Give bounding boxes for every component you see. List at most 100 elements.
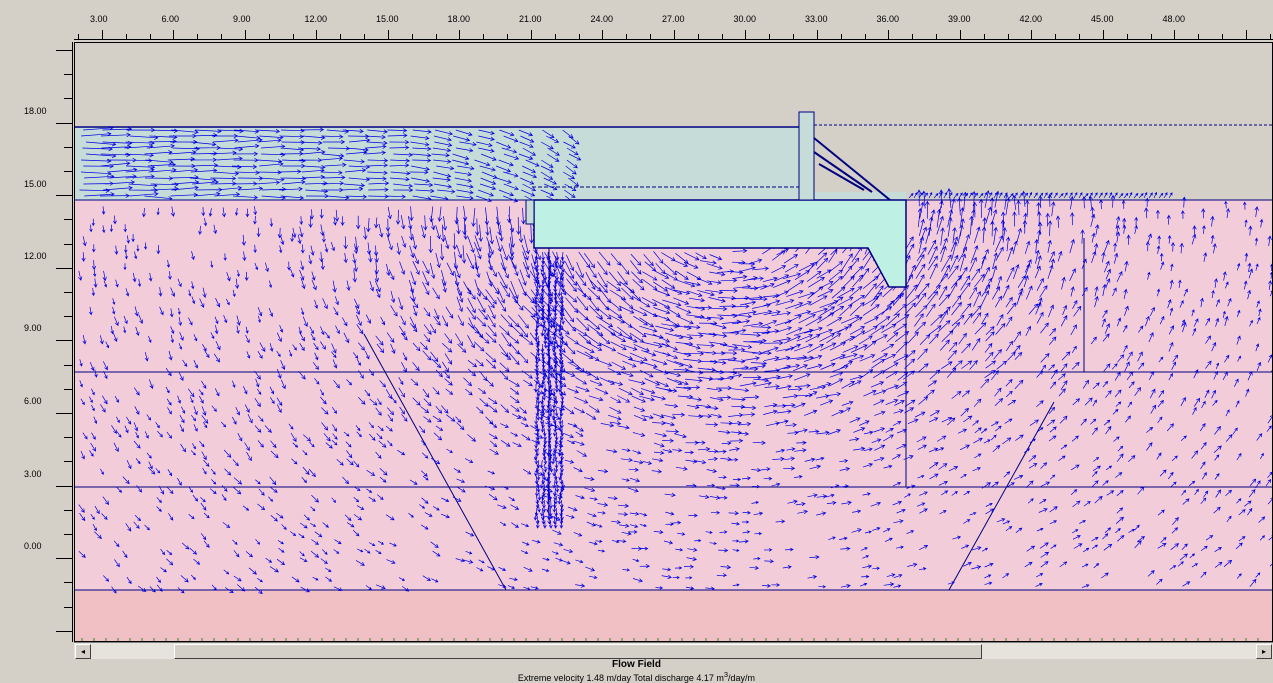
soil-upper-layer [74, 200, 1273, 590]
x-tick-mark [793, 34, 794, 39]
y-tick-mark [64, 316, 72, 318]
x-tick-mark [912, 34, 914, 39]
x-tick-mark [387, 30, 389, 39]
sheet-pile [525, 199, 535, 225]
y-tick-label: 0.00 [24, 541, 42, 551]
velocity-vector-paths [78, 125, 1273, 595]
x-tick-label: 6.00 [161, 14, 180, 24]
x-tick-mark [840, 34, 842, 39]
footer-stats: Extreme velocity 1.48 m/day Total discha… [0, 670, 1273, 683]
scroll-left-arrow-icon[interactable]: ◂ [75, 644, 91, 659]
y-tick-mark [56, 485, 72, 487]
x-tick-mark [483, 34, 485, 39]
x-tick-mark [1269, 34, 1271, 39]
x-tick-mark [292, 34, 294, 39]
x-tick-mark [268, 34, 270, 39]
x-tick-label: 30.00 [733, 14, 757, 24]
scrollbar-thumb[interactable] [174, 644, 982, 659]
x-tick-label: 27.00 [662, 14, 685, 24]
x-tick-mark [316, 30, 318, 39]
x-tick-mark [1079, 34, 1080, 39]
top-ruler: 3.00 6.00 9.00 12.00 15.00 18.00 21.00 24.00 27.… [0, 0, 1273, 42]
horizontal-scrollbar[interactable]: ◂ ▸ [74, 642, 1273, 659]
x-tick-mark [78, 34, 79, 39]
x-tick-label: 33.00 [805, 14, 828, 24]
y-tick-mark [64, 74, 72, 76]
x-tick-mark [1031, 30, 1033, 39]
y-tick-mark [56, 122, 72, 124]
x-tick-label: 42.00 [1019, 14, 1043, 24]
x-tick-label: 39.00 [948, 14, 971, 24]
y-tick-mark [64, 509, 72, 511]
y-tick-mark [56, 413, 72, 414]
y-tick-mark [56, 340, 72, 342]
x-tick-mark [221, 34, 222, 39]
x-tick-label: 15.00 [376, 14, 399, 24]
x-tick-label: 24.00 [590, 14, 614, 24]
y-tick-mark [64, 437, 72, 439]
gate-brace-2 [813, 151, 873, 193]
x-tick-mark [745, 30, 747, 39]
x-tick-mark [1102, 30, 1104, 39]
scroll-right-arrow-icon[interactable]: ▸ [1256, 644, 1272, 659]
x-tick-mark [435, 34, 437, 39]
x-tick-label: 18.00 [447, 14, 471, 24]
x-tick-mark [173, 30, 175, 39]
x-tick-mark [1150, 34, 1152, 39]
y-tick-mark [64, 461, 72, 463]
y-tick-label: 6.00 [24, 396, 42, 406]
left-ruler: 18.00 15.00 12.00 9.00 6.00 3.00 0.00 [0, 42, 74, 642]
x-tick-mark [1007, 34, 1009, 39]
footer-caption: Flow Field Extreme velocity 1.48 m/day T… [0, 660, 1273, 683]
x-tick-mark [125, 34, 127, 39]
flow-field-plot [74, 42, 1273, 642]
pool-water [800, 192, 906, 200]
x-tick-mark [459, 30, 461, 39]
x-tick-mark [507, 34, 508, 39]
left-ruler-baseline [72, 42, 73, 642]
y-tick-mark [64, 388, 72, 390]
trapezoid-right-side [948, 401, 1055, 591]
x-tick-mark [1174, 30, 1176, 39]
y-tick-mark [56, 50, 72, 51]
y-tick-mark [64, 171, 72, 172]
x-tick-mark [578, 34, 580, 39]
x-tick-mark [364, 34, 365, 39]
y-tick-mark [64, 534, 72, 535]
footer-discharge: Total discharge 4.17 m3/day/m [633, 670, 756, 683]
y-tick-mark [64, 219, 72, 221]
x-tick-mark [530, 30, 532, 39]
soil-lower-layer [74, 590, 1273, 642]
x-tick-mark [721, 34, 723, 39]
bottom-node-marks [81, 638, 1259, 642]
x-tick-mark [149, 34, 151, 39]
x-tick-label: 9.00 [233, 14, 251, 24]
y-tick-mark [56, 195, 72, 197]
x-tick-label: 12.00 [304, 14, 328, 24]
gate-post [798, 111, 815, 201]
x-tick-mark [769, 34, 771, 39]
velocity-vectors [78, 125, 1273, 642]
y-tick-mark [64, 146, 72, 148]
y-tick-label: 15.00 [24, 179, 47, 189]
x-tick-mark [1245, 30, 1247, 39]
x-tick-mark [816, 30, 818, 39]
x-tick-mark [626, 34, 628, 39]
x-tick-mark [244, 30, 246, 39]
gate-brace-1 [813, 137, 891, 201]
x-tick-label: 21.00 [519, 14, 542, 24]
y-tick-label: 9.00 [24, 323, 42, 333]
x-tick-mark [697, 34, 699, 39]
x-tick-mark [959, 30, 961, 39]
y-tick-label: 3.00 [24, 469, 42, 479]
y-tick-mark [64, 292, 72, 293]
x-tick-mark [1126, 34, 1128, 39]
y-tick-mark [56, 558, 72, 560]
x-tick-mark [340, 34, 342, 39]
y-tick-mark [64, 364, 72, 366]
x-tick-mark [864, 34, 866, 39]
x-tick-mark [602, 30, 604, 39]
x-tick-label: 48.00 [1162, 14, 1186, 24]
footer-title: Flow Field [612, 659, 661, 670]
trapezoid-left-side [363, 333, 507, 591]
